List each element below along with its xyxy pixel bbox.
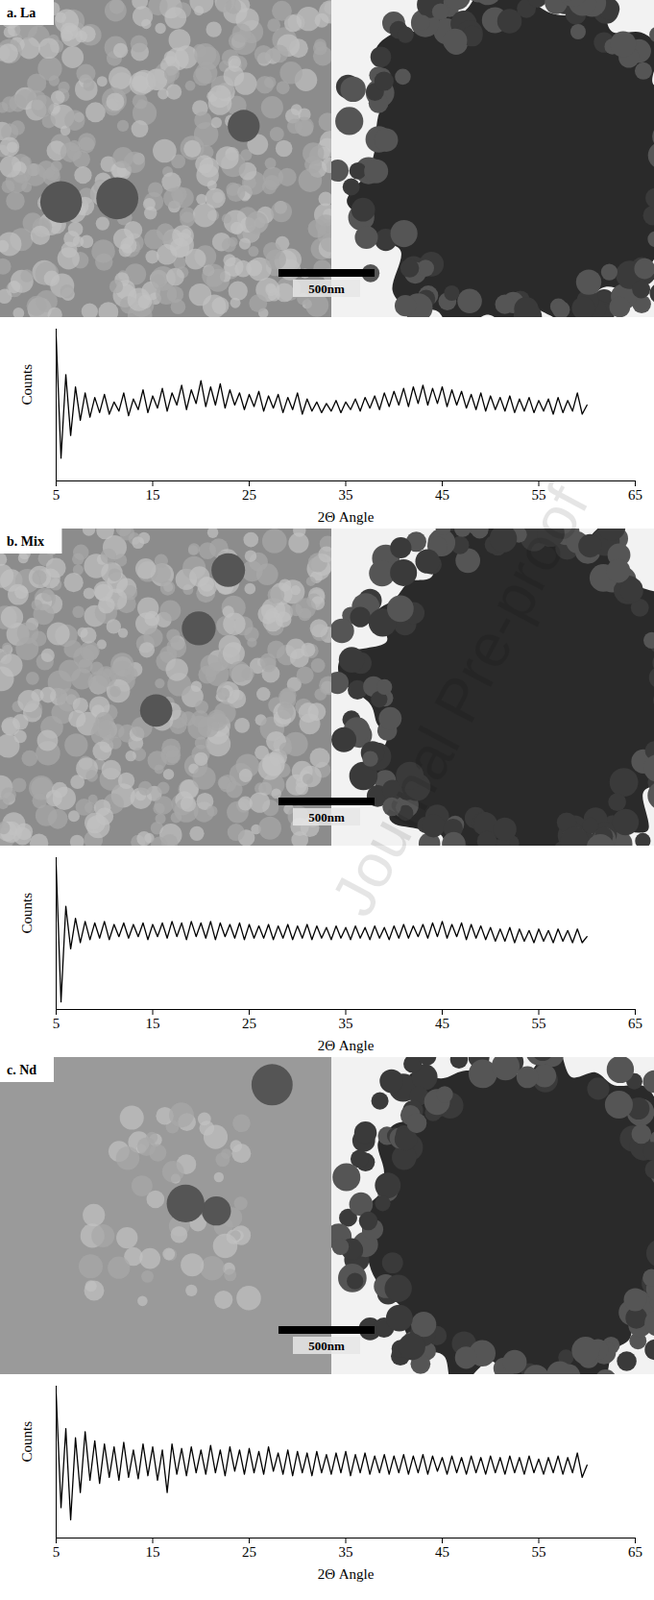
svg-text:5: 5 (52, 1015, 61, 1031)
svg-text:25: 25 (242, 486, 257, 503)
svg-text:25: 25 (242, 1015, 257, 1031)
svg-text:500nm: 500nm (308, 809, 345, 824)
svg-text:c. Nd: c. Nd (6, 1062, 37, 1077)
svg-text:15: 15 (145, 1015, 161, 1031)
svg-text:45: 45 (435, 1015, 450, 1031)
svg-text:2Θ Angle: 2Θ Angle (317, 508, 375, 525)
svg-text:15: 15 (145, 1543, 161, 1559)
svg-text:35: 35 (339, 486, 354, 503)
svg-text:2Θ Angle: 2Θ Angle (317, 1565, 375, 1581)
svg-text:55: 55 (532, 1015, 547, 1031)
svg-text:5: 5 (52, 486, 61, 503)
svg-text:5: 5 (52, 1543, 61, 1559)
svg-text:500nm: 500nm (308, 281, 345, 296)
svg-text:a. La: a. La (6, 5, 36, 21)
svg-text:65: 65 (628, 1015, 643, 1031)
svg-text:65: 65 (628, 1543, 643, 1559)
svg-text:45: 45 (435, 1543, 450, 1559)
svg-text:35: 35 (339, 1543, 354, 1559)
svg-text:Counts: Counts (19, 1420, 35, 1462)
svg-text:55: 55 (532, 1543, 547, 1559)
svg-text:35: 35 (339, 1015, 354, 1031)
svg-text:15: 15 (145, 486, 161, 503)
svg-text:2Θ Angle: 2Θ Angle (317, 1037, 375, 1053)
svg-text:25: 25 (242, 1543, 257, 1559)
svg-text:b. Mix: b. Mix (6, 533, 45, 549)
svg-text:65: 65 (628, 486, 643, 503)
svg-text:45: 45 (435, 486, 450, 503)
svg-text:55: 55 (532, 486, 547, 503)
svg-text:Counts: Counts (19, 363, 35, 406)
svg-text:Counts: Counts (19, 892, 35, 934)
svg-text:500nm: 500nm (308, 1337, 345, 1353)
